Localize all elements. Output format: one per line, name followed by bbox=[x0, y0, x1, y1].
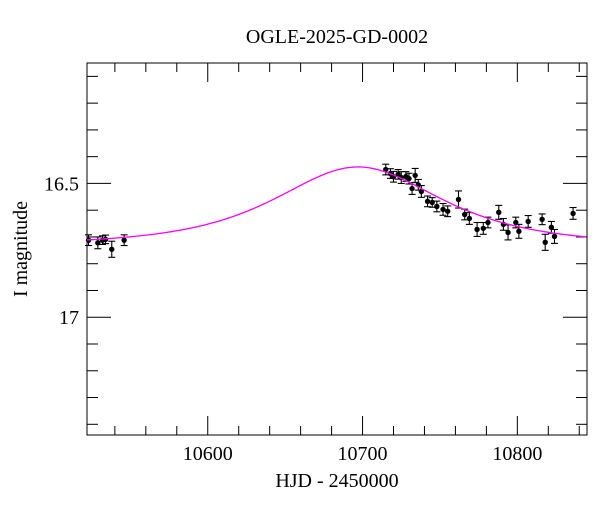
data-point-marker bbox=[542, 239, 548, 246]
data-point bbox=[120, 234, 128, 247]
data-point bbox=[473, 221, 481, 237]
data-point bbox=[465, 212, 473, 225]
data-point-marker bbox=[480, 225, 486, 232]
data-point-marker bbox=[496, 209, 502, 216]
data-point-marker bbox=[109, 246, 115, 252]
x-tick-label: 10800 bbox=[492, 443, 542, 465]
y-axis-label: I magnitude bbox=[10, 201, 32, 297]
data-point-marker bbox=[409, 185, 415, 192]
data-point-marker bbox=[466, 215, 473, 222]
data-point-marker bbox=[434, 203, 440, 210]
data-point-marker bbox=[412, 172, 418, 179]
data-point bbox=[524, 214, 532, 228]
x-tick-label: 10600 bbox=[183, 443, 233, 465]
data-point-marker bbox=[440, 206, 446, 213]
plot-frame bbox=[86, 62, 588, 436]
y-tick-label: 17 bbox=[59, 307, 79, 329]
data-point bbox=[455, 190, 463, 209]
data-point-marker bbox=[505, 229, 511, 236]
plot-title: OGLE-2025-GD-0002 bbox=[246, 26, 428, 48]
data-point bbox=[504, 224, 512, 241]
data-point bbox=[433, 200, 441, 213]
data-point-marker bbox=[455, 196, 462, 203]
data-point-marker bbox=[474, 226, 480, 233]
data-point bbox=[515, 223, 523, 239]
data-point bbox=[439, 202, 447, 216]
data-point-marker bbox=[418, 188, 425, 195]
data-point bbox=[538, 213, 546, 226]
data-point-marker bbox=[429, 199, 435, 206]
data-point bbox=[479, 221, 487, 235]
data-point bbox=[547, 220, 555, 234]
data-point-marker bbox=[570, 210, 576, 217]
data-point bbox=[411, 167, 419, 183]
data-point-marker bbox=[406, 175, 412, 182]
data-point-marker bbox=[444, 208, 451, 214]
data-point bbox=[495, 204, 503, 220]
data-point-marker bbox=[485, 219, 491, 226]
plot-content: 10600 10700 10800 16.5 17 bbox=[44, 62, 588, 465]
y-tick-label: 16.5 bbox=[44, 173, 79, 195]
data-point bbox=[417, 185, 425, 198]
data-point bbox=[550, 228, 558, 244]
data-point bbox=[108, 240, 116, 258]
data-point-marker bbox=[121, 237, 127, 243]
data-point bbox=[541, 233, 549, 251]
data-point bbox=[397, 171, 405, 184]
data-point-marker bbox=[525, 218, 531, 225]
x-axis-label: HJD - 2450000 bbox=[275, 470, 398, 492]
data-point bbox=[444, 205, 452, 218]
data-point-marker bbox=[551, 233, 558, 240]
x-tick-label: 10700 bbox=[338, 443, 388, 465]
data-point bbox=[569, 206, 577, 220]
data-point-marker bbox=[548, 224, 555, 231]
model-curve bbox=[86, 166, 587, 241]
data-point-marker bbox=[539, 216, 545, 222]
data-point-marker bbox=[516, 228, 522, 235]
data-point-marker bbox=[424, 198, 431, 205]
